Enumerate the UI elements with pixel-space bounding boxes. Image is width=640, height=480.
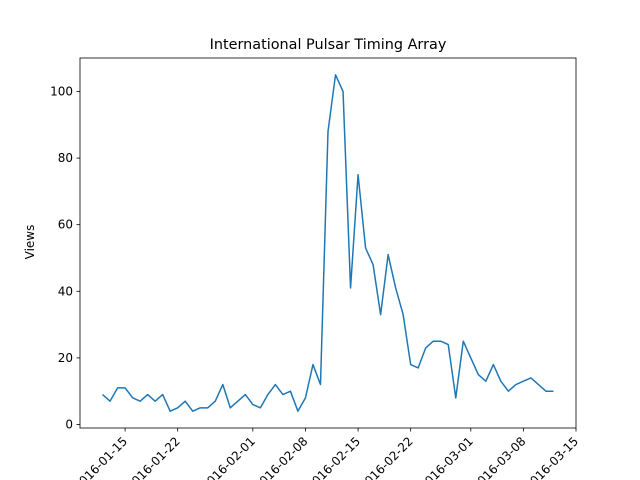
y-tick-label: 40 bbox=[58, 284, 73, 298]
y-tick-label: 0 bbox=[65, 418, 73, 432]
line-series bbox=[102, 74, 554, 412]
y-tick-label: 20 bbox=[58, 351, 73, 365]
chart-title: International Pulsar Timing Array bbox=[210, 37, 447, 53]
y-axis-label: Views bbox=[23, 225, 37, 260]
axes-frame bbox=[79, 57, 577, 429]
y-tick-label: 60 bbox=[58, 218, 73, 232]
y-tick-label: 80 bbox=[58, 151, 73, 165]
y-tick-label: 100 bbox=[50, 84, 73, 98]
